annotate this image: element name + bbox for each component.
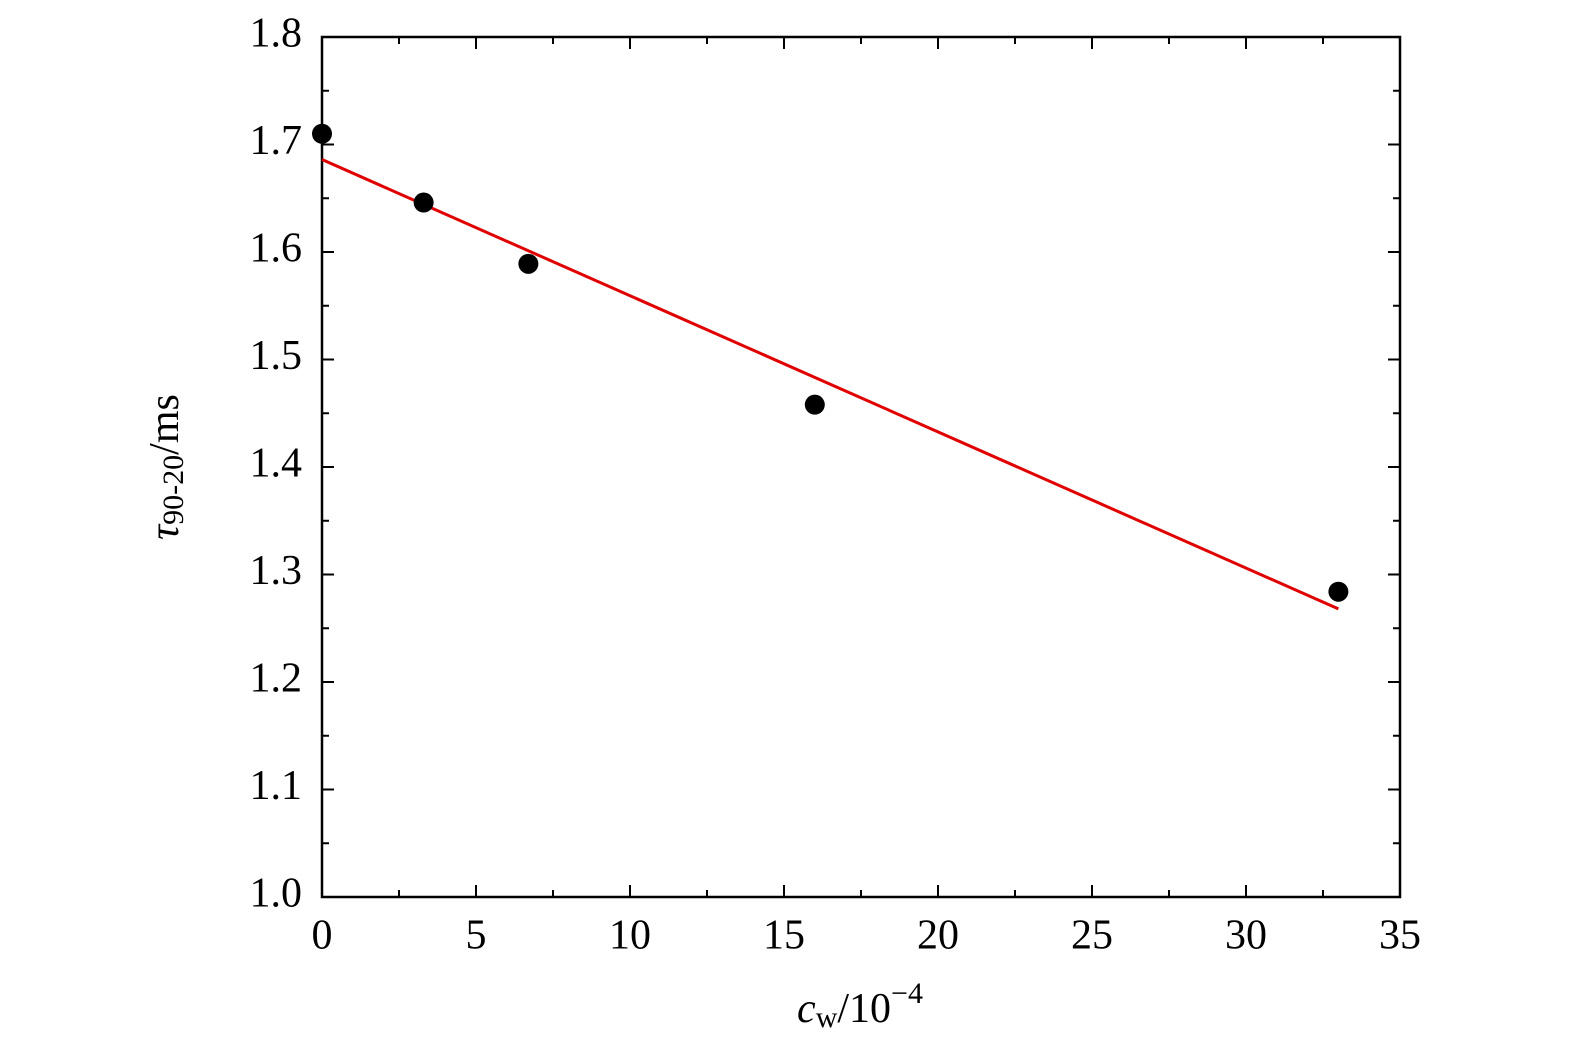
x-tick-label: 20 — [917, 913, 959, 959]
x-label-unit: /10 — [837, 986, 891, 1032]
x-label-symbol: c — [797, 986, 816, 1032]
y-tick-label: 1.1 — [250, 763, 303, 809]
y-tick-label: 1.5 — [250, 333, 303, 379]
y-label-subscript: 90-20 — [157, 455, 190, 525]
data-point — [312, 123, 332, 144]
x-tick-label: 5 — [466, 913, 487, 959]
y-tick-label: 1.4 — [250, 441, 303, 487]
x-tick-label: 35 — [1379, 913, 1421, 959]
y-tick-label: 1.2 — [250, 656, 303, 702]
x-tick-label: 10 — [609, 913, 651, 959]
x-label-exponent: −4 — [891, 977, 923, 1010]
x-tick-label: 15 — [763, 913, 805, 959]
x-tick-label: 30 — [1225, 913, 1267, 959]
data-point — [518, 253, 539, 274]
plot-frame — [320, 35, 1402, 899]
y-tick-label: 1.7 — [250, 118, 303, 164]
x-tick-label: 25 — [1071, 913, 1113, 959]
y-tick-label: 1.6 — [250, 226, 303, 272]
y-tick-label: 1.8 — [250, 11, 303, 57]
data-point — [804, 394, 825, 415]
x-label-subscript: w — [816, 1001, 838, 1034]
y-tick-label: 1.3 — [250, 548, 303, 594]
y-label-symbol: τ — [142, 523, 188, 540]
y-axis-label: τ90-20/ms — [142, 394, 190, 540]
x-axis-label: cw/10−4 — [797, 977, 923, 1034]
y-label-unit: /ms — [142, 394, 188, 455]
data-point — [413, 192, 434, 213]
data-point — [1328, 581, 1349, 602]
x-tick-label: 0 — [312, 913, 333, 959]
y-tick-label: 1.0 — [250, 871, 303, 917]
fit-line — [321, 158, 1340, 611]
